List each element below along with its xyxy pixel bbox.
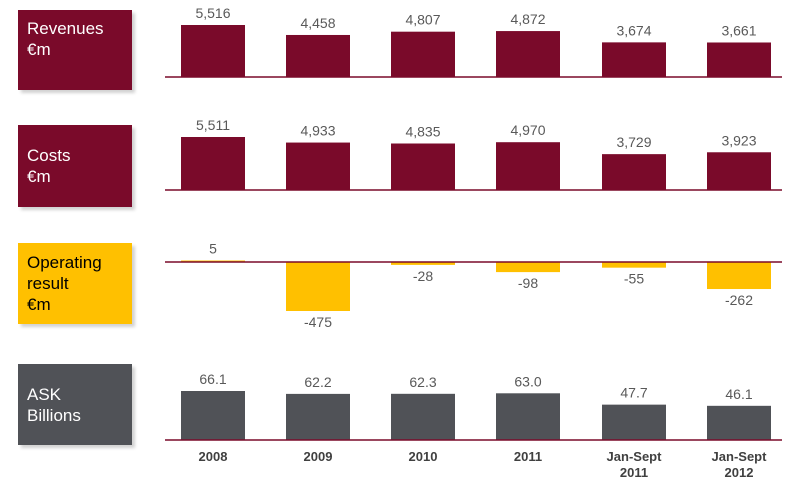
operating-result-label-line-2: result <box>27 274 69 293</box>
operating-result-label-line-3: €m <box>27 295 51 314</box>
revenues-bar-2 <box>391 31 455 77</box>
costs-label-line-2: €m <box>27 167 51 186</box>
costs-bar-3 <box>496 142 560 190</box>
revenues-bar-5 <box>707 42 771 77</box>
costs-bar-0 <box>181 137 245 190</box>
costs-bar-2 <box>391 143 455 190</box>
operating-result-value-label-5: -262 <box>725 292 753 308</box>
x-category-label-1: 2009 <box>304 449 333 464</box>
ask-value-label-1: 62.2 <box>304 374 331 390</box>
x-category-label-line: 2011 <box>514 449 542 464</box>
x-category-label-line: 2012 <box>725 465 754 480</box>
operating-result-bar-3 <box>496 262 560 273</box>
revenues-value-label-4: 3,674 <box>616 22 651 38</box>
costs-label-line-1: Costs <box>27 146 71 165</box>
costs-bar-4 <box>602 154 666 190</box>
x-category-label-line: 2010 <box>409 449 438 464</box>
costs-bar-5 <box>707 152 771 190</box>
x-category-label-line: 2011 <box>620 465 648 480</box>
operating-result-bar-2 <box>391 262 455 265</box>
operating-result-value-label-4: -55 <box>624 271 644 287</box>
x-category-label-line: 2009 <box>304 449 333 464</box>
revenues-bar-4 <box>602 42 666 77</box>
revenues-bar-0 <box>181 25 245 77</box>
costs-value-label-4: 3,729 <box>616 134 651 150</box>
costs-value-label-3: 4,970 <box>510 122 545 138</box>
operating-result-value-label-0: 5 <box>209 241 217 257</box>
costs-value-label-0: 5,511 <box>196 117 230 133</box>
costs-value-label-2: 4,835 <box>405 124 440 140</box>
operating-result-value-label-1: -475 <box>304 314 332 330</box>
operating-result-value-label-2: -28 <box>413 268 433 284</box>
x-category-label-0: 2008 <box>199 449 228 464</box>
operating-result-bar-5 <box>707 262 771 290</box>
ask-value-label-4: 47.7 <box>620 385 647 401</box>
ask-value-label-2: 62.3 <box>409 374 436 390</box>
ask-value-label-0: 66.1 <box>199 371 226 387</box>
operating-result-value-label-3: -98 <box>518 275 538 291</box>
revenues-value-label-1: 4,458 <box>300 15 335 31</box>
ask-bar-1 <box>286 393 350 440</box>
x-category-label-4: Jan-Sept 2011 <box>607 449 663 480</box>
revenues-value-label-0: 5,516 <box>195 5 230 21</box>
operating-result-label-line-1: Operating <box>27 253 102 272</box>
costs-value-label-5: 3,923 <box>721 132 756 148</box>
x-category-label-line: Jan-Sept <box>712 449 768 464</box>
revenues-value-label-2: 4,807 <box>405 12 440 28</box>
x-category-label-line: 2008 <box>199 449 228 464</box>
ask-value-label-5: 46.1 <box>725 386 752 402</box>
costs-bar-1 <box>286 142 350 190</box>
revenues-label-box: Revenues €m <box>18 10 132 90</box>
ask-label-box: ASK Billions <box>18 364 132 445</box>
operating-result-bar-1 <box>286 262 350 311</box>
revenues-bar-3 <box>496 31 560 77</box>
x-category-label-3: 2011 <box>514 449 542 464</box>
revenues-value-label-5: 3,661 <box>721 22 756 38</box>
x-category-label-5: Jan-Sept 2012 <box>712 449 768 480</box>
ask-label-line-1: ASK <box>27 385 62 404</box>
ask-bar-2 <box>391 393 455 440</box>
ask-bar-5 <box>707 405 771 440</box>
x-category-label-line: Jan-Sept <box>607 449 663 464</box>
costs-label-box: Costs €m <box>18 125 132 207</box>
x-category-label-2: 2010 <box>409 449 438 464</box>
ask-label-line-2: Billions <box>27 406 81 425</box>
revenues-label-line-2: €m <box>27 40 51 59</box>
revenues-label-line-1: Revenues <box>27 19 104 38</box>
operating-result-label-box: Operating result €m <box>18 243 132 324</box>
ask-bar-3 <box>496 393 560 440</box>
revenues-bar-1 <box>286 34 350 77</box>
ask-value-label-3: 63.0 <box>514 373 541 389</box>
revenues-value-label-3: 4,872 <box>510 11 545 27</box>
costs-value-label-1: 4,933 <box>300 123 335 139</box>
ask-bar-4 <box>602 404 666 440</box>
ask-bar-0 <box>181 391 245 440</box>
operating-result-bar-4 <box>602 262 666 268</box>
